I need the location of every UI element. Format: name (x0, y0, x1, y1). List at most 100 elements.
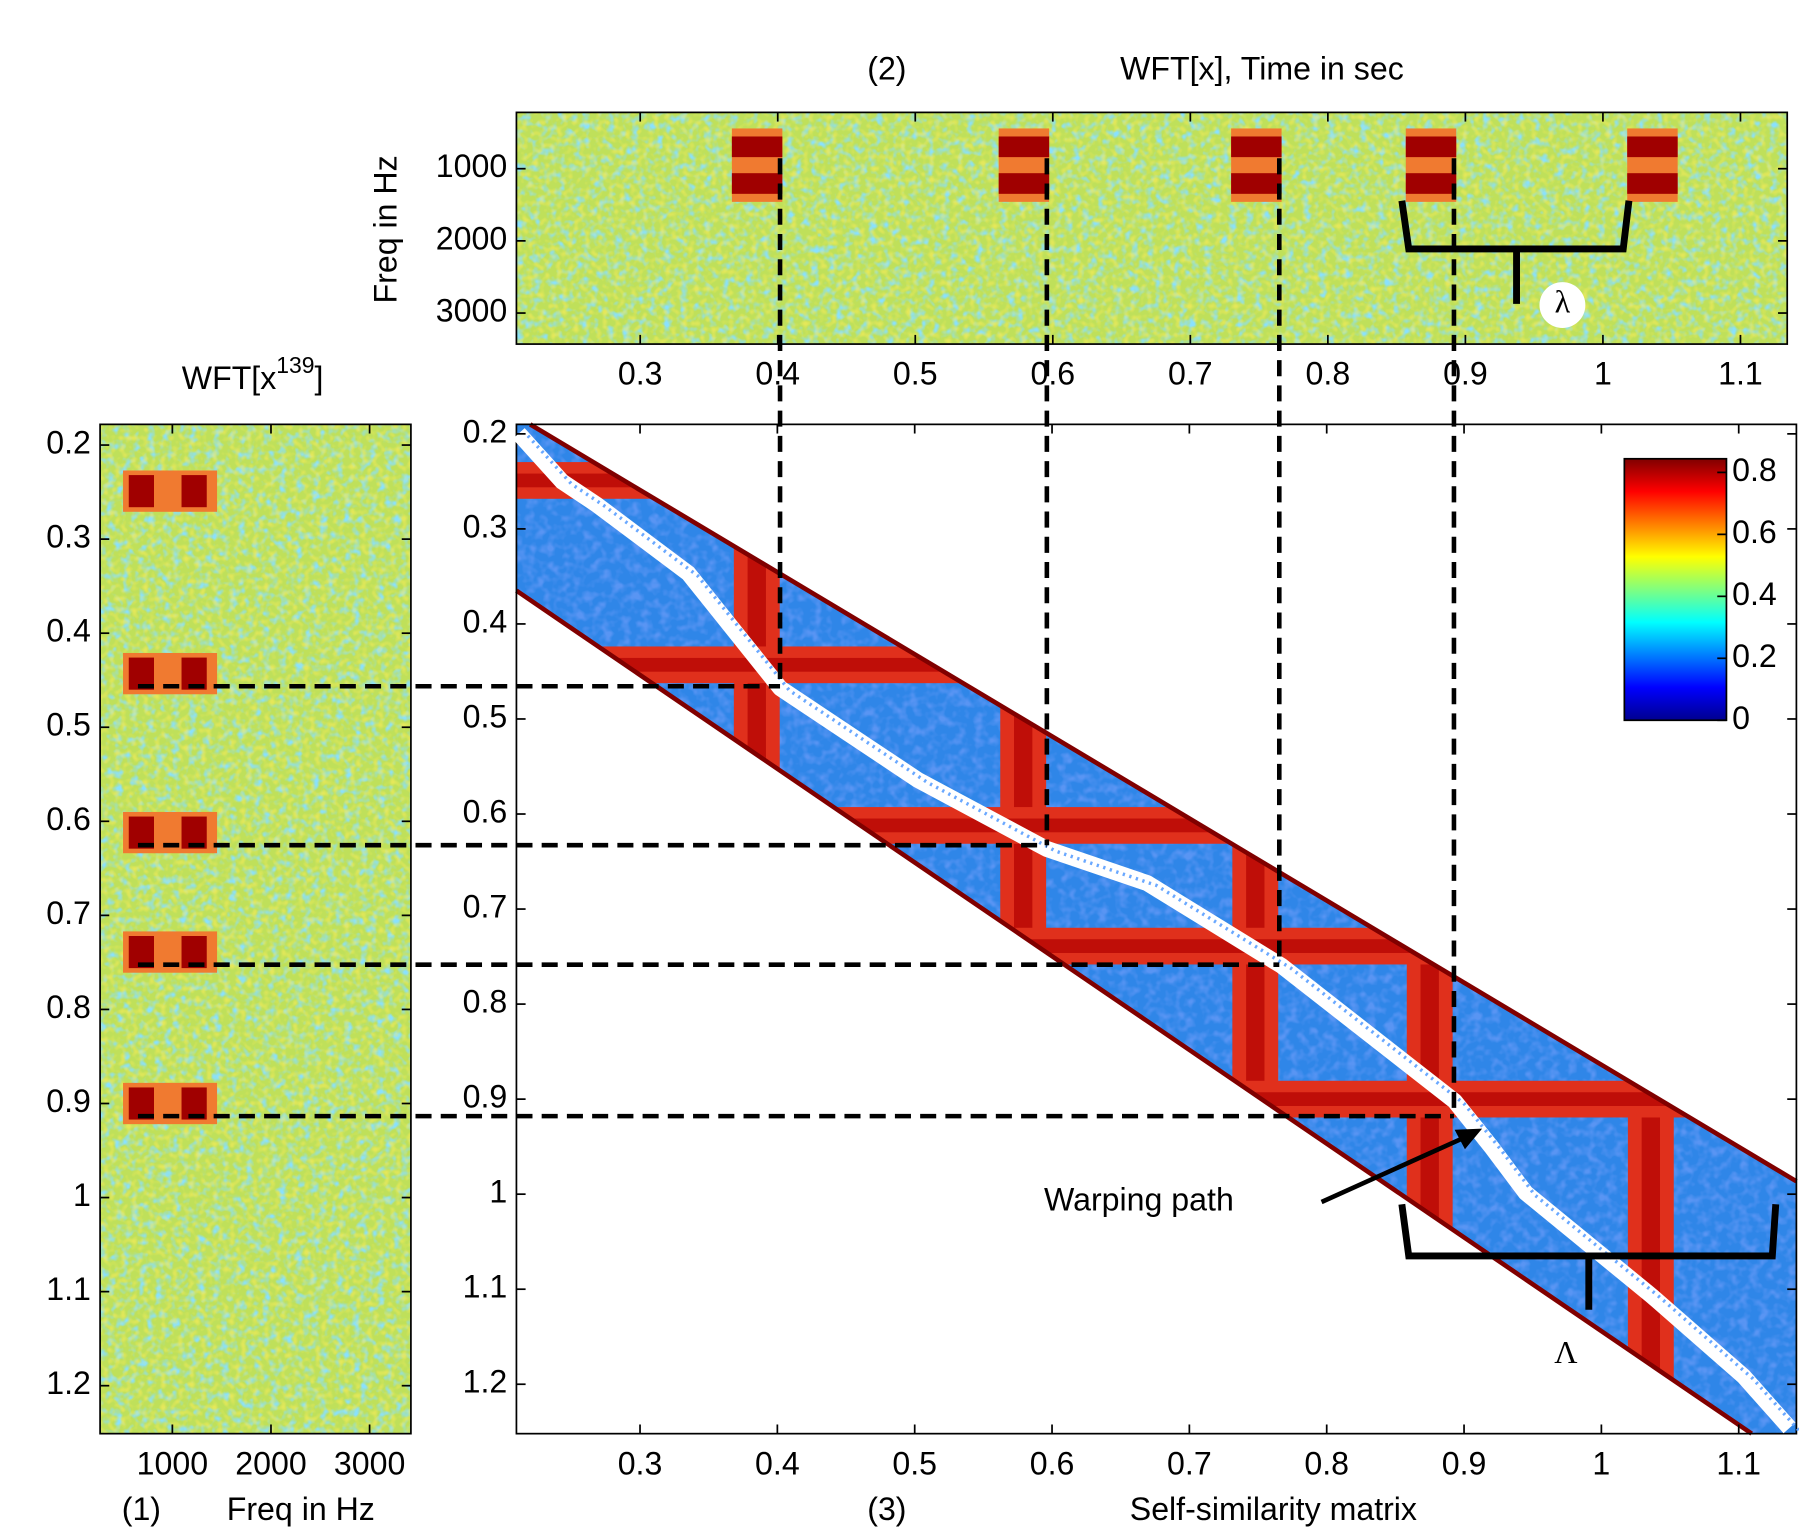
x-tick-label: 1 (1594, 356, 1612, 392)
similarity-strip-core (1420, 424, 1439, 1434)
x-tick-label: 0.9 (1442, 1445, 1487, 1481)
y-tick-label: 0.3 (46, 519, 91, 555)
title-part: ] (315, 360, 324, 396)
colorbar-tick-label: 0.8 (1732, 452, 1777, 488)
panel-label: (2) (867, 51, 906, 87)
axes-frame (99, 423, 412, 1435)
colorbar (1623, 457, 1728, 722)
heatmap-noise (516, 112, 1788, 345)
x-tick-label: 1.1 (1718, 356, 1763, 392)
x-tick-label: 1.1 (1716, 1445, 1761, 1481)
x-tick-label: 0.8 (1306, 356, 1351, 392)
brace (1398, 200, 1633, 304)
panel-label: (3) (867, 1491, 906, 1527)
similarity-strip (516, 462, 1797, 499)
event-tone (128, 475, 154, 508)
title-part: WFT[x (182, 360, 277, 396)
y-tick-label: 0.6 (46, 801, 91, 837)
x-tick-label: 1 (1592, 1445, 1610, 1481)
y-axis-label: Freq in Hz (367, 155, 403, 303)
y-tick-label: 0.7 (463, 889, 508, 925)
y-tick-label: 0.2 (463, 413, 508, 449)
annotation: λ (1555, 283, 1571, 319)
warping-path (512, 428, 1796, 1434)
y-tick-label: 0.8 (463, 984, 508, 1020)
colorbar-tick-label: 0.2 (1732, 638, 1777, 674)
event-tone (1405, 173, 1457, 194)
colorbar-tick-label: 0.4 (1732, 576, 1777, 612)
axes-frame (515, 423, 1798, 1435)
arrow-head (1454, 1128, 1483, 1150)
y-tick-label: 0.9 (463, 1079, 508, 1115)
y-tick-label: 2000 (436, 220, 507, 256)
event-tone (1405, 136, 1457, 158)
annotation: Warping path (1044, 1181, 1234, 1217)
event-tone (1627, 173, 1678, 194)
panel-label: (1) (122, 1491, 161, 1527)
y-tick-label: 1 (489, 1174, 507, 1210)
y-tick-label: 1.1 (46, 1271, 91, 1307)
y-tick-label: 1 (73, 1177, 91, 1213)
label-bg (1539, 282, 1586, 329)
band-edge (515, 588, 1753, 1436)
axes-frame (515, 111, 1789, 345)
annotation: Λ (1554, 1334, 1577, 1370)
y-tick-label: 1.2 (463, 1364, 508, 1400)
x-tick-label: 0.6 (1030, 1445, 1075, 1481)
heatmap-noise (100, 424, 411, 1434)
x-tick-label: 3000 (334, 1445, 405, 1481)
y-tick-label: 0.5 (46, 707, 91, 743)
y-tick-label: 1.2 (46, 1365, 91, 1401)
x-axis-label: Self-similarity matrix (1130, 1491, 1417, 1527)
event-tone (1627, 136, 1678, 158)
colorbar-tick-label: 0.6 (1732, 514, 1777, 550)
title-superscript: 139 (276, 352, 314, 378)
chart-title: WFT[x139] (182, 352, 324, 396)
warping-path-dots (526, 434, 1799, 1432)
y-tick-label: 0.9 (46, 1083, 91, 1119)
event-tone (998, 136, 1050, 158)
y-tick-label: 1000 (436, 148, 507, 184)
event-tone (1231, 136, 1282, 158)
y-tick-label: 0.8 (46, 989, 91, 1025)
y-tick-label: 0.3 (463, 508, 508, 544)
x-tick-label: 0.5 (892, 1445, 937, 1481)
x-tick-label: 0.3 (618, 1445, 663, 1481)
brace (1398, 1203, 1780, 1310)
similarity-strip-core (516, 473, 1797, 488)
similarity-strip-core (516, 939, 1797, 953)
x-tick-label: 0.4 (755, 356, 800, 392)
event-tone (1231, 173, 1282, 194)
x-tick-label: 1000 (137, 1445, 208, 1481)
similarity-strip-core (516, 1092, 1797, 1107)
annotation-arrow (1320, 1131, 1476, 1205)
similarity-strip (1406, 424, 1453, 1434)
x-tick-label: 2000 (235, 1445, 306, 1481)
event-tone (731, 136, 783, 158)
similarity-band (516, 424, 1797, 1434)
event-tone (181, 475, 207, 508)
event-tone (998, 173, 1050, 194)
x-tick-label: 0.5 (893, 356, 938, 392)
similarity-strip-core (516, 657, 1797, 672)
x-tick-label: 0.9 (1443, 356, 1488, 392)
y-tick-label: 0.2 (46, 425, 91, 461)
similarity-strip-core (747, 424, 766, 1434)
event-tone (731, 173, 783, 194)
y-tick-label: 0.6 (463, 793, 508, 829)
y-tick-label: 0.5 (463, 698, 508, 734)
y-tick-label: 0.4 (46, 613, 91, 649)
x-tick-label: 0.8 (1304, 1445, 1349, 1481)
x-tick-label: 0.3 (618, 356, 663, 392)
x-tick-label: 0.4 (755, 1445, 800, 1481)
colorbar-tick-label: 0 (1732, 700, 1750, 736)
x-axis-label: Freq in Hz (227, 1491, 375, 1527)
y-tick-label: 3000 (436, 293, 507, 329)
x-tick-label: 0.7 (1168, 356, 1213, 392)
chart-title: WFT[x], Time in sec (1120, 51, 1404, 87)
y-tick-label: 0.4 (463, 603, 508, 639)
x-tick-label: 0.6 (1030, 356, 1075, 392)
y-tick-label: 0.7 (46, 895, 91, 931)
